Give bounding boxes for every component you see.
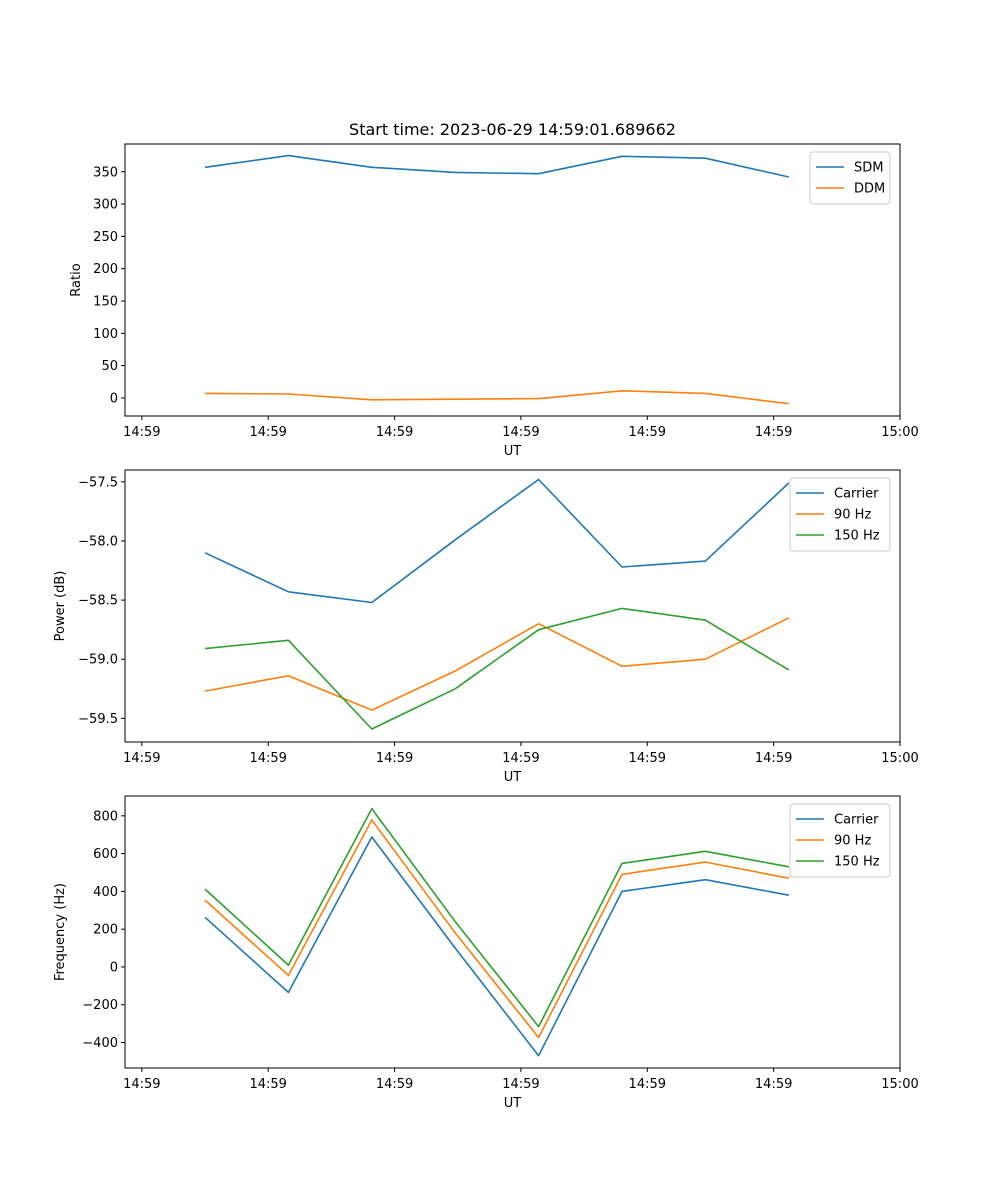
ratio-legend: SDM DDM <box>809 151 891 205</box>
frequency-legend-label: 150 Hz <box>834 855 880 870</box>
ratio-legend-box <box>809 151 891 205</box>
frequency-xtick-label: 14:59 <box>249 1077 286 1092</box>
chart-title: Start time: 2023-06-29 14:59:01.689662 <box>349 120 676 139</box>
power-legend-label: Carrier <box>834 487 879 502</box>
power-series-90-hz <box>204 617 790 711</box>
power-series-150-hz <box>204 607 790 730</box>
power-ytick-label: −59.0 <box>78 653 118 668</box>
power-xtick-label: 14:59 <box>755 751 792 766</box>
power-ytick-label: −58.0 <box>78 534 118 549</box>
power-ylabel: Power (dB) <box>53 571 68 642</box>
frequency-xtick-label: 14:59 <box>629 1077 666 1092</box>
frequency-ytick-label: −200 <box>82 998 118 1013</box>
power-xlabel: UT <box>504 770 522 785</box>
power-plot: −59.5 −59.0 −58.5 −58.0 −57.5 14:59 14:59 14:59… <box>53 469 919 785</box>
ratio-xtick-label: 14:59 <box>249 425 286 440</box>
power-legend-label: 90 Hz <box>834 508 871 523</box>
ratio-ytick-label: 150 <box>93 294 118 309</box>
ratio-ytick-label: 250 <box>93 230 118 245</box>
frequency-ytick-label: 400 <box>93 885 118 900</box>
frequency-series-150-hz <box>204 807 789 1028</box>
ratio-xtick-label: 14:59 <box>502 425 539 440</box>
frequency-xtick-label: 15:00 <box>881 1077 918 1092</box>
ratio-series-ddm <box>204 389 789 405</box>
ratio-xtick-label: 14:59 <box>629 425 666 440</box>
ratio-plot: 0 50 100 150 200 250 300 350 14:59 14:59 14:59 14:5… <box>69 143 919 459</box>
frequency-ylabel: Frequency (Hz) <box>53 883 68 981</box>
frequency-legend-label: Carrier <box>834 813 879 828</box>
frequency-series-90-hz <box>204 819 789 1039</box>
power-ytick-label: −58.5 <box>78 594 118 609</box>
frequency-xtick-label: 14:59 <box>755 1077 792 1092</box>
power-legend: Carrier 90 Hz 150 Hz <box>789 477 891 552</box>
power-xtick-label: 14:59 <box>502 751 539 766</box>
frequency-legend-label: 90 Hz <box>834 834 871 849</box>
power-xtick-label: 14:59 <box>376 751 413 766</box>
ratio-legend-label: DDM <box>854 182 885 197</box>
frequency-series-carrier <box>204 836 789 1057</box>
ratio-ytick-label: 350 <box>93 165 118 180</box>
ratio-xtick-label: 15:00 <box>881 425 918 440</box>
ratio-xlabel: UT <box>504 444 522 459</box>
frequency-xlabel: UT <box>504 1096 522 1111</box>
ratio-xtick-label: 14:59 <box>123 425 160 440</box>
power-legend-label: 150 Hz <box>834 529 880 544</box>
ratio-axes-frame <box>124 143 901 417</box>
ratio-legend-label: SDM <box>854 161 883 176</box>
frequency-legend: Carrier 90 Hz 150 Hz <box>789 803 891 878</box>
frequency-ytick-label: 600 <box>93 847 118 862</box>
ratio-ytick-label: 50 <box>101 359 118 374</box>
frequency-xtick-label: 14:59 <box>376 1077 413 1092</box>
power-legend-box <box>789 477 891 552</box>
frequency-ytick-label: 0 <box>110 960 118 975</box>
frequency-xtick-label: 14:59 <box>502 1077 539 1092</box>
ratio-xtick-label: 14:59 <box>755 425 792 440</box>
frequency-ytick-label: −400 <box>82 1036 118 1051</box>
ratio-ytick-label: 0 <box>110 391 118 406</box>
ratio-ytick-label: 300 <box>93 198 118 213</box>
frequency-ytick-label: 800 <box>93 809 118 824</box>
power-series-carrier <box>204 478 790 604</box>
power-xtick-label: 14:59 <box>249 751 286 766</box>
ratio-ylabel: Ratio <box>69 263 84 296</box>
power-xtick-label: 14:59 <box>123 751 160 766</box>
power-ytick-label: −57.5 <box>78 475 118 490</box>
power-axes-frame <box>124 469 901 743</box>
frequency-ytick-label: 200 <box>93 923 118 938</box>
ratio-ytick-label: 200 <box>93 262 118 277</box>
power-ytick-label: −59.5 <box>78 712 118 727</box>
power-xtick-label: 15:00 <box>881 751 918 766</box>
ratio-series-sdm <box>204 154 789 178</box>
frequency-plot: −400 −200 0 200 400 600 800 14:59 14:59 14:59 14:5… <box>53 795 919 1111</box>
frequency-xtick-label: 14:59 <box>123 1077 160 1092</box>
power-xtick-label: 14:59 <box>629 751 666 766</box>
frequency-legend-box <box>789 803 891 878</box>
ratio-xtick-label: 14:59 <box>376 425 413 440</box>
ratio-ytick-label: 100 <box>93 327 118 342</box>
